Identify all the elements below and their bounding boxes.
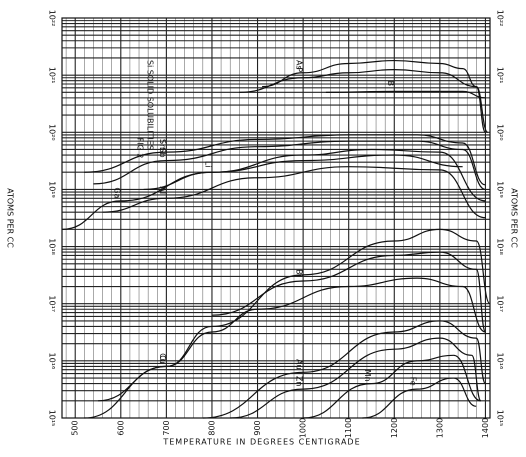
curve [325,90,486,99]
series-label: Bi [295,269,304,277]
y-tick-label-right: 10¹⁶ [496,353,505,370]
y-tick-label: 10¹⁵ [48,410,57,427]
curve [61,148,486,230]
y-tick-label-right: 10¹⁵ [496,410,505,427]
series-label: As [295,60,304,70]
x-tick-label: 900 [253,420,262,435]
y-tick-label-right: 10¹⁸ [496,238,505,255]
x-tick-label: 500 [71,420,80,435]
x-tick-label: 1000 [299,418,308,438]
x-tick-label: 1400 [481,418,490,438]
series-label: Fe [409,377,418,386]
curve [102,166,486,219]
x-axis-label: TEMPERATURE IN DEGREES CENTIGRADE [162,438,360,447]
curve [202,320,487,419]
chart-subtitle: FIG 2 [136,138,145,159]
plot-frame [61,17,491,419]
curve [84,134,486,186]
y-tick-label-right: 10²² [496,10,505,27]
curve [211,251,487,333]
y-tick-label: 10²¹ [48,67,57,84]
series-label: Mn [363,370,372,382]
x-tick-label: 600 [116,420,125,435]
series-label: Cu [158,353,167,364]
y-tick-label: 10²² [48,10,57,27]
series-label: Zn [295,376,304,387]
y-tick-label: 10¹⁸ [48,238,57,255]
x-tick-label: 1200 [390,418,399,438]
curve [84,228,491,419]
y-tick-label-right: 10²¹ [496,67,505,84]
series-label: P [295,67,304,72]
x-tick-label: 700 [162,420,171,435]
curve [98,277,486,402]
y-tick-label: 10¹⁶ [48,353,57,370]
curve [239,69,489,133]
y-axis-label: ATOMS PER CC [6,188,15,248]
series-label: Al [158,186,167,194]
series-label: Au [295,359,304,370]
series-label: Sn [158,139,167,149]
x-tick-label: 1300 [435,418,444,438]
curve [93,140,486,191]
x-tick-label: 800 [207,420,216,435]
y-tick-label: 10¹⁹ [48,181,57,198]
y-tick-label: 10²⁰ [48,124,57,141]
curve [303,354,482,419]
series-label: Li [203,161,212,168]
y-axis-label-right: ATOMS PER CC [510,188,519,248]
series-label: B [386,81,395,87]
y-tick-label: 10¹⁷ [48,295,57,312]
x-tick-label: 1100 [344,418,353,438]
series-label: O [158,355,167,361]
y-tick-label-right: 10²⁰ [496,124,505,141]
series-label: Ga [112,187,121,198]
y-tick-label-right: 10¹⁷ [496,295,505,312]
curve [230,337,482,419]
curve [362,377,477,419]
y-tick-label-right: 10¹⁹ [496,181,505,198]
